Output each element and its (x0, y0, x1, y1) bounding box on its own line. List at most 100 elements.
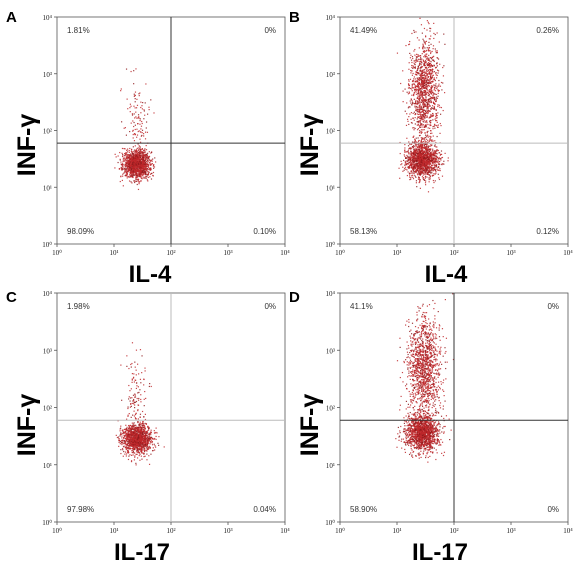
data-point (424, 154, 426, 156)
data-point (421, 53, 423, 55)
data-point (135, 159, 138, 161)
data-point (400, 160, 402, 162)
data-point (132, 447, 134, 449)
data-point (133, 443, 135, 445)
data-point (426, 63, 429, 65)
data-point (145, 177, 147, 179)
data-point (430, 169, 432, 172)
data-point (139, 151, 141, 153)
data-point (119, 158, 121, 160)
data-point (423, 143, 425, 145)
quadrant-lower-left: 98.09% (67, 227, 94, 236)
data-point (412, 168, 414, 170)
data-point (128, 451, 130, 454)
data-point (428, 140, 430, 142)
data-point (415, 89, 417, 91)
data-point (409, 40, 411, 43)
data-point (143, 435, 146, 437)
data-point (413, 135, 415, 137)
data-point (410, 154, 413, 157)
data-point (429, 124, 431, 127)
data-point (414, 152, 416, 154)
data-point (418, 143, 420, 145)
data-point (407, 83, 410, 85)
data-point (421, 86, 423, 88)
data-point (428, 174, 430, 176)
data-point (428, 44, 430, 47)
data-point (135, 160, 137, 163)
data-point (435, 100, 437, 103)
data-point (428, 153, 430, 155)
data-point (430, 152, 432, 154)
data-point (133, 432, 136, 434)
data-point (146, 167, 148, 169)
y-tick-label: 10² (326, 128, 335, 136)
data-point (432, 101, 434, 103)
data-point (428, 89, 430, 91)
data-point (410, 72, 412, 74)
data-point (421, 95, 423, 97)
data-point (407, 87, 410, 89)
data-point (135, 163, 137, 165)
data-point (411, 152, 414, 155)
data-point (434, 165, 437, 167)
data-point (424, 150, 426, 152)
data-point (141, 178, 143, 180)
data-point (408, 80, 410, 82)
data-point (409, 152, 411, 154)
data-point (425, 114, 427, 117)
data-point (138, 160, 140, 162)
data-point (119, 439, 121, 441)
data-point (417, 58, 420, 60)
data-point (129, 160, 131, 162)
data-point (418, 39, 420, 41)
data-point (418, 116, 420, 118)
data-point (141, 157, 143, 159)
data-point (422, 124, 425, 126)
data-point (412, 172, 414, 174)
data-point (149, 173, 152, 175)
data-point (422, 38, 424, 40)
data-point (417, 113, 420, 116)
data-point (408, 167, 410, 170)
data-point (123, 171, 126, 173)
data-point (137, 170, 139, 172)
data-point (429, 38, 431, 40)
data-point (119, 428, 121, 430)
data-point (138, 153, 140, 156)
data-point (130, 175, 132, 178)
data-point (416, 163, 418, 166)
data-point (425, 61, 427, 63)
data-point (406, 137, 408, 139)
data-point (423, 79, 425, 81)
data-point (423, 155, 425, 157)
data-point (419, 119, 421, 122)
data-point (141, 170, 143, 173)
data-point (430, 156, 432, 158)
data-point (447, 157, 449, 159)
data-point (433, 157, 436, 159)
data-point (424, 165, 426, 167)
data-point (411, 100, 413, 102)
data-point (431, 65, 433, 67)
data-point (148, 463, 151, 465)
data-point (423, 27, 426, 30)
data-point (432, 149, 434, 152)
data-point (432, 114, 435, 116)
data-point (140, 159, 143, 161)
data-point (129, 155, 131, 157)
data-point (422, 171, 424, 174)
data-point (129, 147, 131, 150)
data-point (430, 159, 432, 161)
data-point (133, 169, 136, 171)
data-point (154, 157, 156, 159)
data-point (412, 156, 415, 158)
data-point (127, 171, 129, 173)
data-point (430, 43, 432, 45)
data-point (431, 71, 433, 73)
data-point (423, 161, 426, 164)
data-point (425, 112, 427, 114)
data-point (436, 157, 438, 159)
data-point (423, 94, 425, 96)
data-point (414, 155, 416, 157)
